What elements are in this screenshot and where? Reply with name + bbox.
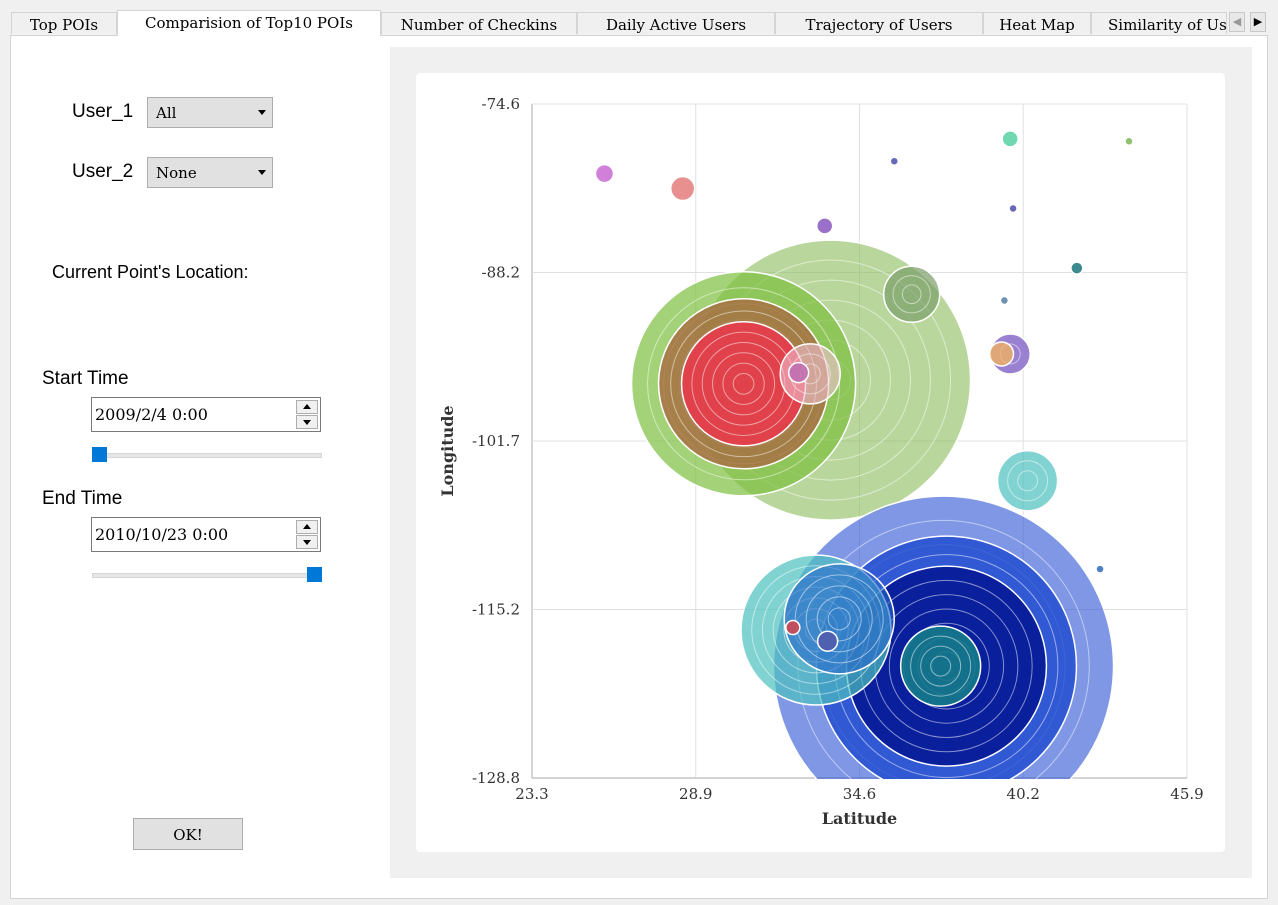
- point-ring: [920, 645, 962, 687]
- start-time-down-button[interactable]: [296, 415, 318, 429]
- tab-top-pois[interactable]: Top POIs: [11, 12, 117, 34]
- end-time-value: 2010/10/23 0:00: [95, 525, 229, 544]
- start-time-field[interactable]: 2009/2/4 0:00: [91, 397, 321, 432]
- point-ring: [816, 596, 862, 642]
- scatter-point[interactable]: [1124, 136, 1134, 147]
- start-time-up-button[interactable]: [296, 400, 318, 414]
- user2-select-value: None: [156, 164, 197, 182]
- point-ring: [722, 362, 765, 405]
- start-time-slider[interactable]: [92, 447, 322, 463]
- point-ring: [1007, 460, 1049, 502]
- point-ring: [910, 635, 972, 697]
- x-tick-label: 28.9: [679, 785, 712, 803]
- scatter-point[interactable]: [1001, 130, 1019, 148]
- tab-heat-map[interactable]: Heat Map: [983, 12, 1091, 34]
- arrow-up-icon: [303, 404, 311, 409]
- scatter-point[interactable]: [1070, 261, 1084, 275]
- user2-label: User_2: [72, 161, 134, 182]
- tab-scroll-left-button[interactable]: ◀: [1229, 12, 1245, 32]
- ok-button[interactable]: OK!: [133, 818, 243, 850]
- scatter-point[interactable]: [999, 295, 1010, 306]
- tab-comparision-top10[interactable]: Comparision of Top10 POIs: [117, 10, 381, 36]
- scatter-point[interactable]: [815, 217, 834, 235]
- x-tick-label: 23.3: [515, 785, 548, 803]
- start-time-value: 2009/2/4 0:00: [95, 405, 208, 424]
- scatter-point[interactable]: [899, 625, 982, 707]
- scatter-point[interactable]: [988, 341, 1015, 367]
- end-time-slider[interactable]: [92, 567, 322, 583]
- start-time-label: Start Time: [42, 368, 129, 389]
- chevron-left-icon: ◀: [1232, 16, 1242, 28]
- point-ring: [647, 287, 841, 481]
- end-time-label: End Time: [42, 488, 123, 509]
- point-ring: [930, 655, 952, 677]
- point-ring: [888, 608, 1005, 724]
- scatter-point[interactable]: [882, 265, 941, 324]
- scatter-point[interactable]: [594, 163, 615, 184]
- user1-select-value: All: [156, 104, 177, 122]
- chevron-down-icon: [258, 170, 266, 175]
- point-ring: [794, 574, 884, 664]
- point-ring: [827, 607, 851, 631]
- point-ring: [732, 372, 755, 395]
- x-tick-label: 45.9: [1170, 785, 1203, 803]
- x-tick-label: 40.2: [1007, 785, 1040, 803]
- tab-number-of-checkins[interactable]: Number of Checkins: [381, 12, 577, 34]
- tab-daily-active-users[interactable]: Daily Active Users: [577, 12, 775, 34]
- scatter-point[interactable]: [889, 156, 900, 166]
- points-layer: [594, 130, 1134, 779]
- point-ring: [1017, 470, 1039, 492]
- user2-select[interactable]: None: [147, 157, 273, 188]
- tab-trajectory-of-users[interactable]: Trajectory of Users: [775, 12, 983, 34]
- arrow-up-icon: [303, 524, 311, 529]
- scatter-point[interactable]: [785, 619, 801, 636]
- arrow-down-icon: [303, 540, 311, 545]
- start-slider-handle[interactable]: [92, 447, 107, 462]
- y-tick-label: -88.2: [482, 264, 520, 282]
- point-ring: [712, 352, 776, 416]
- x-axis-label: Latitude: [822, 809, 897, 828]
- y-tick-label: -101.7: [472, 432, 520, 450]
- user1-label: User_1: [72, 101, 134, 122]
- y-tick-label: -115.2: [472, 601, 520, 619]
- current-location-label: Current Point's Location:: [52, 262, 249, 282]
- point-ring: [805, 585, 873, 653]
- end-time-down-button[interactable]: [296, 535, 318, 549]
- scatter-point[interactable]: [816, 630, 839, 652]
- chevron-right-icon: ▶: [1253, 16, 1263, 28]
- scatter-point[interactable]: [783, 563, 895, 675]
- scatter-point[interactable]: [787, 361, 810, 384]
- tab-similarity-of-users[interactable]: Similarity of Users: [1091, 12, 1227, 34]
- point-ring: [892, 275, 931, 314]
- end-slider-handle[interactable]: [307, 567, 322, 582]
- user1-select[interactable]: All: [147, 97, 273, 128]
- y-tick-label: -128.8: [472, 769, 520, 787]
- scatter-point[interactable]: [996, 450, 1059, 512]
- scatter-point[interactable]: [1008, 203, 1018, 214]
- tab-bar: Top POIs Comparision of Top10 POIs Numbe…: [0, 0, 1278, 36]
- end-time-field[interactable]: 2010/10/23 0:00: [91, 517, 321, 552]
- end-time-up-button[interactable]: [296, 520, 318, 534]
- chevron-down-icon: [258, 110, 266, 115]
- y-tick-label: -74.6: [482, 95, 520, 113]
- tab-scroll-right-button[interactable]: ▶: [1250, 12, 1266, 32]
- scatter-point[interactable]: [779, 343, 841, 405]
- x-tick-label: 34.6: [843, 785, 876, 803]
- scatter-point[interactable]: [669, 175, 696, 202]
- scatter-point[interactable]: [1095, 564, 1105, 574]
- y-axis-label: Longitude: [438, 405, 457, 496]
- point-ring: [901, 284, 922, 305]
- arrow-down-icon: [303, 420, 311, 425]
